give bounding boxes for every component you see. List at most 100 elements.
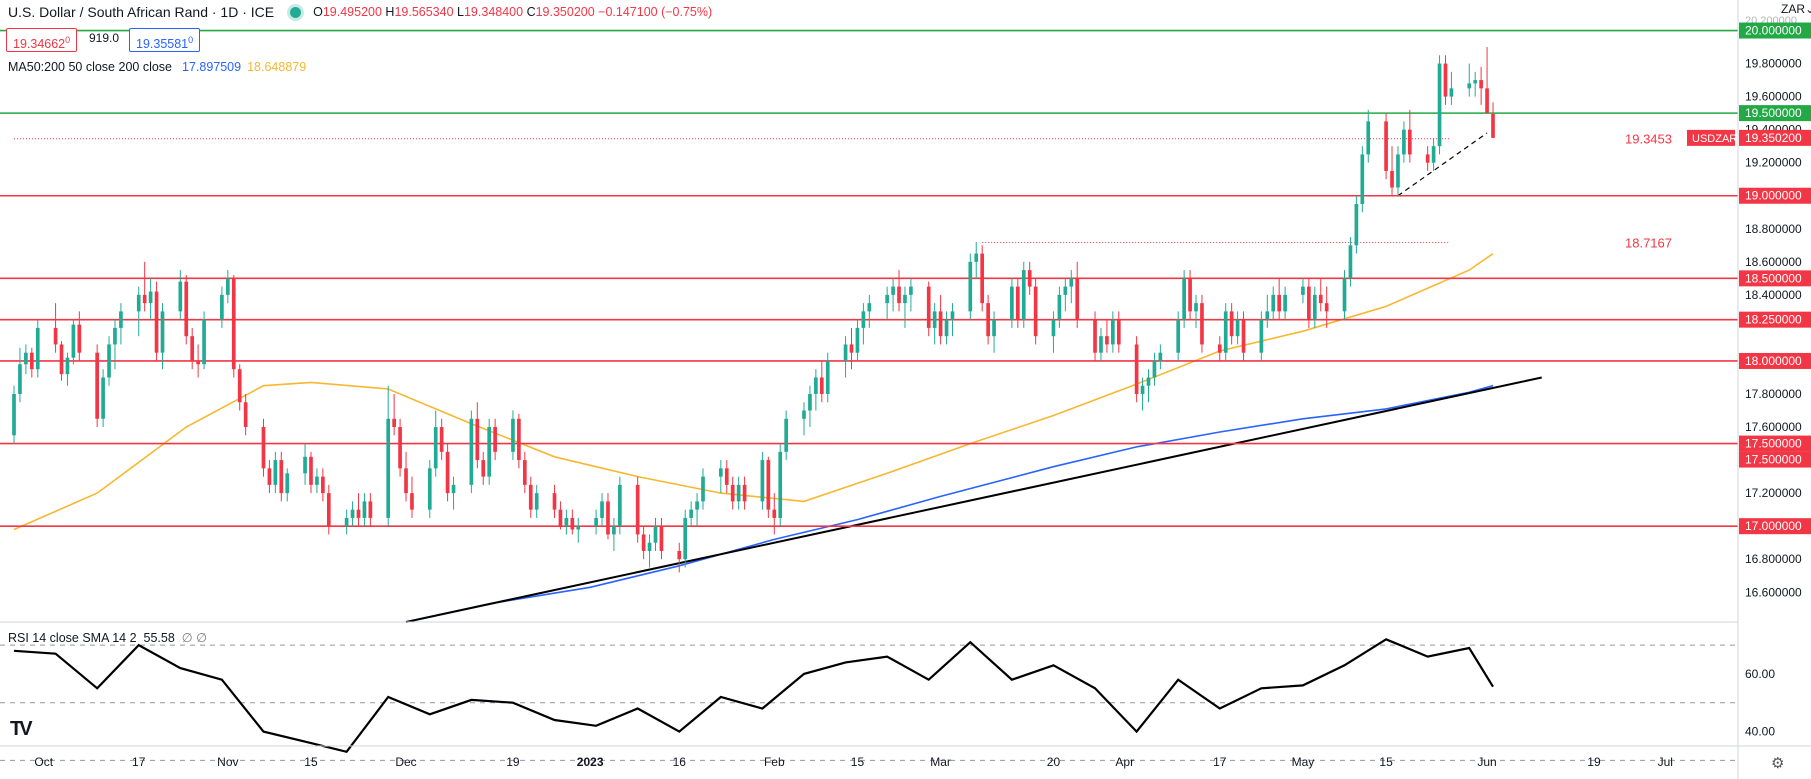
level-tag xyxy=(1739,311,1811,328)
ma-legend[interactable]: MA50:200 50 close 200 close 17.897509 18.6… xyxy=(8,60,307,74)
candle-body xyxy=(18,364,22,394)
candle-body xyxy=(1485,88,1489,114)
candle-body xyxy=(867,303,872,312)
candle-body xyxy=(481,460,486,477)
level-tag xyxy=(1739,105,1811,122)
candle-body xyxy=(154,291,159,353)
sell-quote-button[interactable]: 19.346620 xyxy=(6,28,78,52)
time-tick-label: 15 xyxy=(1379,755,1393,769)
candle-body xyxy=(1283,294,1287,312)
candle-body xyxy=(647,542,652,551)
candle-body xyxy=(1217,344,1222,353)
time-tick-label: 17 xyxy=(1213,755,1227,769)
price-tick-label: 16.600000 xyxy=(1745,585,1802,599)
buy-quote-button[interactable]: 19.355810 xyxy=(129,28,201,52)
dotted-level-label: 19.3453 xyxy=(1625,132,1672,147)
candle-body xyxy=(273,460,278,485)
candle-body xyxy=(742,484,747,502)
level-tag xyxy=(1739,518,1811,535)
level-tag-label: 17.500000 xyxy=(1745,453,1802,467)
candle-body xyxy=(736,484,741,502)
rsi-tick-label: 40.00 xyxy=(1745,725,1775,739)
candle-body xyxy=(849,344,854,353)
candle-body xyxy=(885,294,889,304)
ma-yellow-line xyxy=(13,252,1494,531)
candle-body xyxy=(107,344,111,378)
time-tick-label: Nov xyxy=(217,755,238,769)
candle-body xyxy=(1235,319,1240,337)
candle-body xyxy=(1271,294,1276,312)
candle-body xyxy=(1425,154,1430,163)
candle-body xyxy=(1479,80,1483,89)
candle-body xyxy=(77,324,82,353)
candle-body xyxy=(1182,278,1186,320)
symbol-header[interactable]: U.S. Dollar / South African Rand · 1D · … xyxy=(8,4,712,20)
candle-body xyxy=(1443,63,1448,97)
level-tag xyxy=(1739,451,1811,468)
time-tick-label: Oct xyxy=(34,755,53,769)
candle-body xyxy=(24,352,28,365)
candle-body xyxy=(309,456,313,485)
candle-body xyxy=(1301,286,1305,295)
candle-body xyxy=(558,509,563,527)
candle-body xyxy=(1437,63,1442,147)
price-tick-label: 17.800000 xyxy=(1745,387,1802,401)
price-tick-label: 19.800000 xyxy=(1745,57,1802,71)
price-tick-label: 17.200000 xyxy=(1745,486,1802,500)
time-tick-label: Jun xyxy=(1477,755,1496,769)
time-tick-label: Dec xyxy=(395,755,416,769)
candle-body xyxy=(909,286,913,295)
rsi-pane[interactable] xyxy=(0,638,1738,761)
rsi-tick-label: 60.00 xyxy=(1745,667,1775,681)
candle-body xyxy=(315,476,319,485)
candle-body xyxy=(392,418,396,428)
candle-body xyxy=(160,311,165,353)
candle-body xyxy=(950,311,955,320)
candle-body xyxy=(1188,278,1192,312)
currency-selector[interactable]: ZAR⌄ xyxy=(1781,2,1811,16)
candle-body xyxy=(1194,303,1198,312)
current-price-tag-label: 19.350200 xyxy=(1745,131,1802,145)
time-tick-label: 20 xyxy=(1047,755,1061,769)
price-pane[interactable]: 19.3453 18.7167 xyxy=(0,29,1738,623)
candle-body xyxy=(1176,319,1181,353)
candle-body xyxy=(1069,278,1074,287)
tradingview-logo[interactable]: TV xyxy=(10,718,32,740)
candle-body xyxy=(724,468,729,485)
candle-body xyxy=(190,336,195,361)
candle-body xyxy=(1057,294,1062,320)
candle-body xyxy=(730,484,735,502)
candle-body xyxy=(1010,286,1014,320)
candle-body xyxy=(279,460,284,494)
trendline-0 xyxy=(405,376,1542,623)
candle-body xyxy=(178,281,183,312)
candle-body xyxy=(356,509,361,518)
candle-body xyxy=(992,319,996,337)
candle-body xyxy=(469,418,474,485)
candle-body xyxy=(231,278,236,370)
candle-body xyxy=(695,501,699,510)
candle-body xyxy=(576,526,581,530)
candle-body xyxy=(528,484,533,510)
candle-body xyxy=(861,311,866,328)
symbol-title[interactable]: U.S. Dollar / South African Rand · 1D · … xyxy=(8,4,275,20)
candle-body xyxy=(113,327,117,345)
price-tick-label: 18.400000 xyxy=(1745,288,1802,302)
candle-body xyxy=(1354,204,1359,246)
rsi-legend[interactable]: RSI 14 close SMA 14 2 55.58 ∅ ∅ xyxy=(8,631,207,645)
candle-body xyxy=(1223,311,1228,353)
candle-body xyxy=(926,286,931,328)
candle-body xyxy=(843,344,848,361)
candle-body xyxy=(570,517,575,530)
ma-blue-line xyxy=(405,384,1494,623)
level-tag-label: 18.000000 xyxy=(1745,354,1802,368)
candle-body xyxy=(1134,344,1139,394)
candle-body xyxy=(891,286,895,295)
candle-body xyxy=(517,418,521,461)
candle-body xyxy=(1105,336,1109,345)
settings-gear-icon[interactable]: ⚙ xyxy=(1771,755,1785,772)
candle-body xyxy=(362,501,367,518)
candle-body xyxy=(819,377,824,394)
candle-body xyxy=(1408,129,1412,155)
